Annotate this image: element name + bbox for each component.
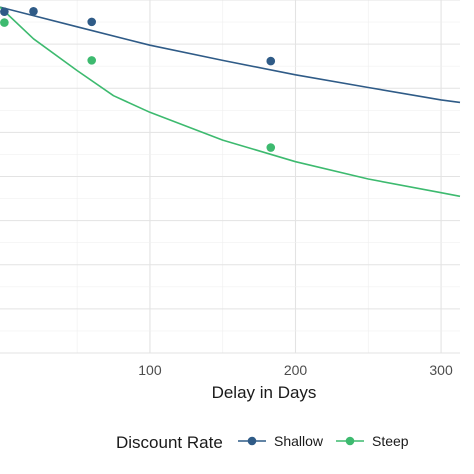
point-shallow [266, 56, 276, 66]
point-shallow [0, 7, 9, 16]
x-tick-label: 300 [429, 362, 453, 378]
legend-title: Discount Rate [116, 433, 223, 452]
x-tick-label: 100 [138, 362, 162, 378]
point-shallow [29, 6, 38, 16]
legend-key-point [247, 436, 257, 446]
x-tick-label: 200 [284, 362, 308, 378]
legend-key-point [345, 436, 355, 446]
point-shallow [87, 17, 97, 27]
point-steep [87, 56, 97, 65]
data-points [0, 6, 276, 152]
legend-entry-steep: Steep [336, 433, 409, 449]
x-axis-ticks: 100 200 300 [138, 362, 453, 378]
legend-label-steep: Steep [372, 433, 409, 449]
point-steep [266, 143, 276, 152]
legend: Discount Rate Shallow Steep [116, 433, 409, 452]
curve-shallow [0, 6, 461, 104]
legend-entry-shallow: Shallow [238, 433, 324, 449]
x-axis-title: Delay in Days [212, 383, 317, 402]
legend-entries: Shallow Steep [238, 433, 409, 449]
point-steep [0, 18, 9, 27]
grid [0, 0, 460, 354]
fitted-curves [0, 6, 461, 198]
legend-label-shallow: Shallow [274, 433, 324, 449]
curve-steep [0, 6, 461, 198]
